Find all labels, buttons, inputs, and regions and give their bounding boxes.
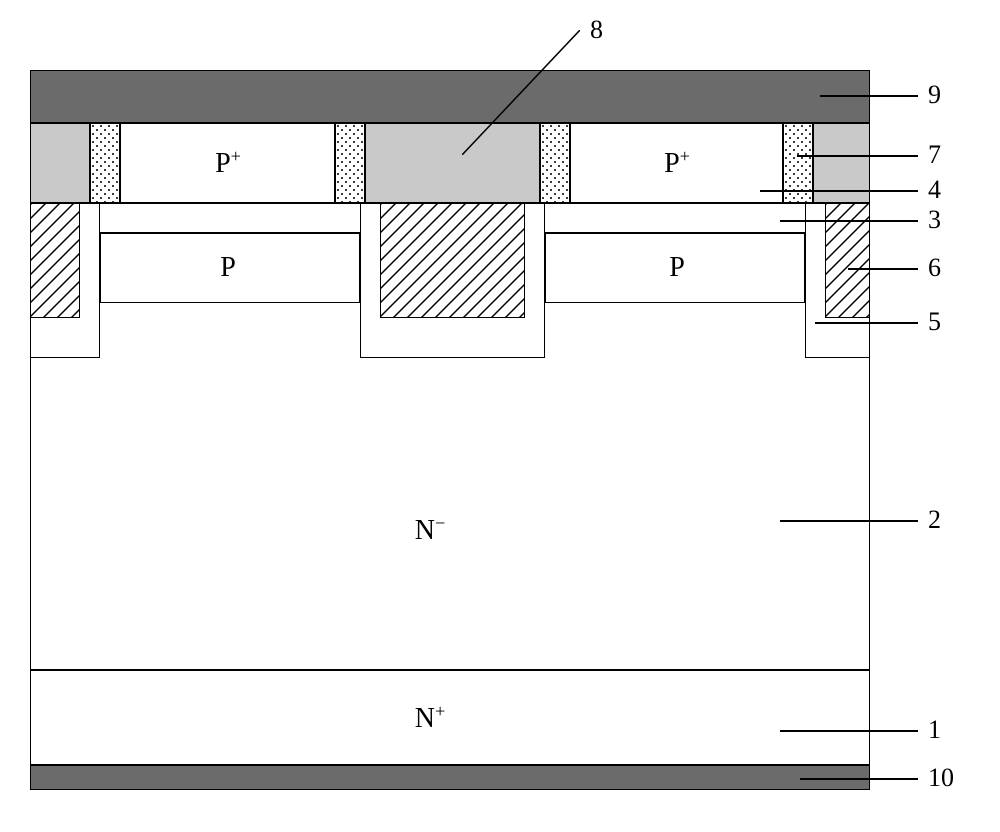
callout-num-5: 5 bbox=[928, 307, 941, 337]
label-pplus_right: P+ bbox=[664, 146, 690, 180]
callout-num-1: 1 bbox=[928, 715, 941, 745]
callout-num-8: 8 bbox=[590, 15, 603, 45]
callout-num-3: 3 bbox=[928, 205, 941, 235]
label-nplus: N+ bbox=[415, 701, 446, 735]
callout-num-2: 2 bbox=[928, 505, 941, 535]
label-pplus_left: P+ bbox=[215, 146, 241, 180]
leader-6 bbox=[848, 268, 918, 270]
leader-3 bbox=[780, 220, 918, 222]
label-p_left: P bbox=[220, 252, 236, 284]
callout-num-10: 10 bbox=[928, 763, 954, 793]
label-nminus: N− bbox=[415, 513, 446, 547]
n-plus-region bbox=[30, 670, 870, 765]
leader-2 bbox=[780, 520, 918, 522]
leader-5 bbox=[815, 322, 918, 324]
label-p_right: P bbox=[669, 252, 685, 284]
callout-num-6: 6 bbox=[928, 253, 941, 283]
trench-gate-1 bbox=[380, 203, 525, 318]
trench-gate-0 bbox=[30, 203, 80, 318]
region-7-dotted-3 bbox=[335, 123, 365, 203]
top-metal bbox=[30, 70, 870, 123]
callout-num-7: 7 bbox=[928, 140, 941, 170]
leader-4 bbox=[760, 190, 918, 192]
callout-num-4: 4 bbox=[928, 175, 941, 205]
leader-10 bbox=[800, 778, 918, 780]
callout-num-9: 9 bbox=[928, 80, 941, 110]
leader-7 bbox=[797, 155, 918, 157]
bottom-metal bbox=[30, 765, 870, 790]
leader-8 bbox=[462, 30, 580, 155]
region-7-dotted-1 bbox=[90, 123, 120, 203]
leader-9 bbox=[820, 95, 918, 97]
region-8-lgray-0 bbox=[30, 123, 90, 203]
leader-1 bbox=[780, 730, 918, 732]
diagram-canvas: P+ P+ P P N− N+ 8 9 7 43 6 5 2 1 10 bbox=[0, 0, 1000, 832]
